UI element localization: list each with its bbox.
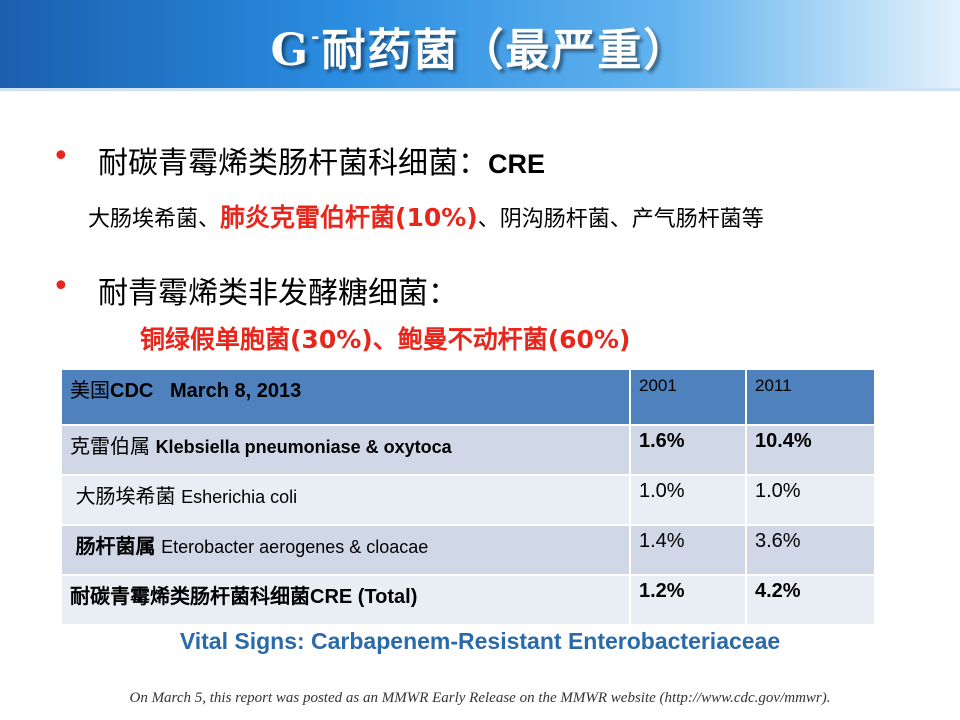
row-label: 大肠埃希菌 Esherichia coli <box>60 474 631 526</box>
table-row: 克雷伯属 Klebsiella pneumoniase & oxytoca 1.… <box>60 424 876 476</box>
table-header-year-2011: 2011 <box>745 368 876 426</box>
vital-signs-heading: Vital Signs: Carbapenem-Resistant Entero… <box>179 628 781 654</box>
bullet-1-zh: 耐碳青霉烯类肠杆菌科细菌： <box>98 146 488 181</box>
sub1-post: 、阴沟肠杆菌、产气肠杆菌等 <box>477 207 764 232</box>
title-rest: 耐药菌（最严重） <box>321 25 690 76</box>
table-row: 肠杆菌属 Eterobacter aerogenes & cloacae 1.4… <box>60 524 876 576</box>
cdc-table: 美国CDC March 8, 2013 2001 2011 克雷伯属 Klebs… <box>60 368 876 626</box>
row-label: 肠杆菌属 Eterobacter aerogenes & cloacae <box>60 524 631 576</box>
row-value-2001: 1.6% <box>629 424 747 476</box>
row-label-zh: 耐碳青霉烯类肠杆菌科细菌 <box>70 584 310 608</box>
row-label-en: Klebsiella pneumoniase & oxytoca <box>155 437 452 457</box>
bullet-2-subline: 铜绿假单胞菌(30%)、鲍曼不动杆菌(60%) <box>140 325 631 354</box>
row-label-zh: 肠杆菌属 <box>75 534 156 558</box>
row-label: 耐碳青霉烯类肠杆菌科细菌CRE (Total) <box>60 574 631 626</box>
table-header-year-2001: 2001 <box>629 368 747 426</box>
row-label-en: Eterobacter aerogenes & cloacae <box>161 537 429 557</box>
row-value-2011: 3.6% <box>745 524 876 576</box>
row-label: 克雷伯属 Klebsiella pneumoniase & oxytoca <box>60 424 631 476</box>
mmwr-footnote: On March 5, this report was posted as an… <box>129 690 831 706</box>
row-value-2001: 1.0% <box>629 474 747 526</box>
table-header-row: 美国CDC March 8, 2013 2001 2011 <box>60 368 876 426</box>
row-label-zh: 大肠埃希菌 <box>75 484 176 508</box>
bullet-1-text: 耐碳青霉烯类肠杆菌科细菌：CRE <box>98 138 545 182</box>
slide-title: G-耐药菌（最严重） <box>0 14 960 78</box>
sub1-pre: 大肠埃希菌、 <box>88 207 221 232</box>
bullet-dot-1: • <box>52 139 70 174</box>
row-label-zh: 克雷伯属 <box>70 434 150 458</box>
row-label-en: CRE (Total) <box>310 586 418 608</box>
header-source-en: CDC March 8, 2013 <box>110 380 302 402</box>
title-bar: G-耐药菌（最严重） <box>0 0 960 91</box>
bullet-1-en: CRE <box>488 149 546 179</box>
title-main: G <box>270 25 311 76</box>
table-row: 大肠埃希菌 Esherichia coli 1.0% 1.0% <box>60 474 876 526</box>
table-row: 耐碳青霉烯类肠杆菌科细菌CRE (Total) 1.2% 4.2% <box>60 574 876 626</box>
bullet-dot-2: • <box>52 269 70 304</box>
row-value-2011: 1.0% <box>745 474 876 526</box>
bullet-1-subline: 大肠埃希菌、肺炎克雷伯杆菌(10%)、阴沟肠杆菌、产气肠杆菌等 <box>88 198 764 234</box>
row-value-2011: 4.2% <box>745 574 876 626</box>
row-value-2011: 10.4% <box>745 424 876 476</box>
header-source-zh: 美国 <box>70 378 110 402</box>
sub1-highlight: 肺炎克雷伯杆菌(10%) <box>220 203 478 232</box>
row-label-en: Esherichia coli <box>181 487 298 507</box>
row-value-2001: 1.2% <box>629 574 747 626</box>
bullet-2-text: 耐青霉烯类非发酵糖细菌： <box>98 276 458 311</box>
table-header-source: 美国CDC March 8, 2013 <box>60 368 631 426</box>
title-sup: - <box>311 24 322 48</box>
row-value-2001: 1.4% <box>629 524 747 576</box>
